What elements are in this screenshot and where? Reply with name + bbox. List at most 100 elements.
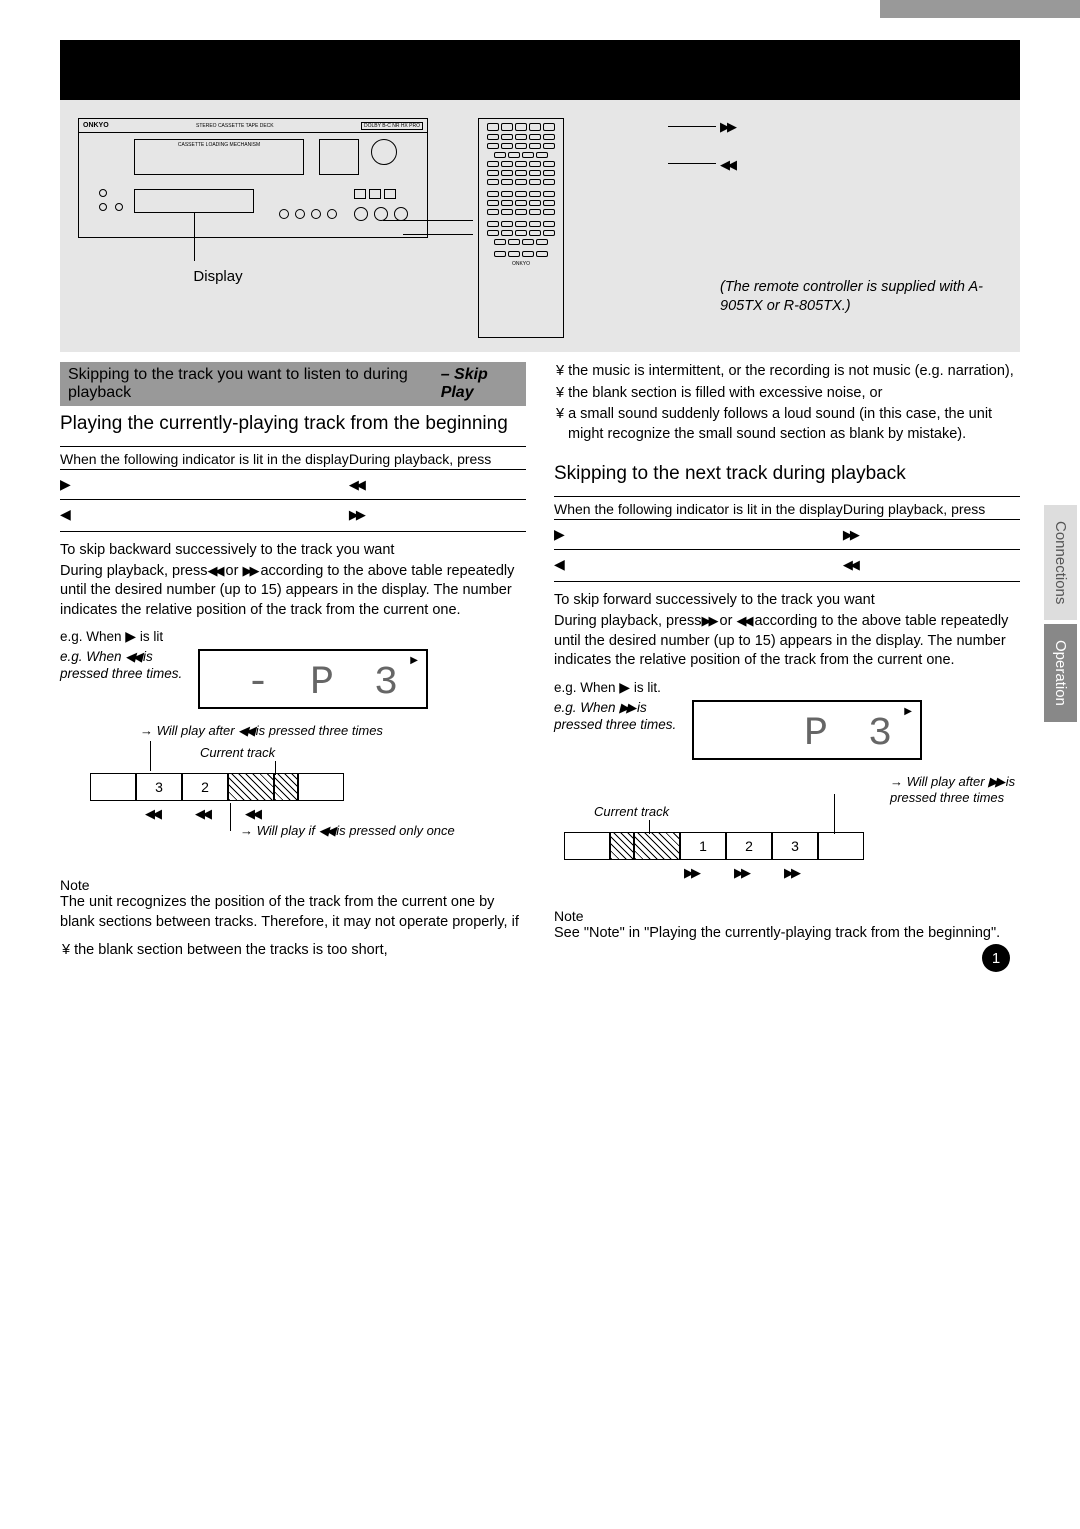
right-row1-press [843, 526, 857, 543]
deck-btn-4 [327, 209, 337, 219]
left-row2-press [349, 506, 363, 523]
right-table-h1: When the following indicator is lit in t… [554, 501, 843, 517]
left-table-h2: During playback, press [349, 451, 491, 467]
rew-arrow-3 [245, 805, 259, 822]
deck-dolby-badge: DOLBY B-C NR HX PRO [361, 122, 423, 130]
track-cell: 3 [136, 773, 182, 801]
right-lcd-text: P 3 [804, 712, 900, 757]
ff-arrow-2 [734, 864, 748, 881]
deck-knob-large [371, 139, 397, 165]
deck-small-btn-3 [384, 189, 396, 199]
right-table-h2: During playback, press [843, 501, 985, 517]
right-row2-indicator [554, 556, 843, 573]
left-eg1: e.g. When is lit [60, 628, 526, 645]
ff-arrow-1 [684, 864, 698, 881]
left-diag-once: → Will play if is pressed only once [240, 823, 455, 839]
left-heading: Playing the currently-playing track from… [60, 412, 526, 436]
tape-deck-illustration: ONKYO STEREO CASSETTE TAPE DECK DOLBY B-… [78, 118, 428, 238]
left-column: Skipping to the track you want to listen… [60, 362, 526, 962]
page-number: 1 [992, 950, 1000, 967]
track-cell: 2 [182, 773, 228, 801]
header-black-bar [60, 40, 1020, 100]
deck-ff-leader [383, 220, 473, 221]
section-bar-right: – Skip Play [441, 366, 518, 402]
right-heading: Skipping to the next track during playba… [554, 462, 1020, 486]
remote-supplied-note: (The remote controller is supplied with … [720, 278, 1002, 316]
track-cell [298, 773, 344, 801]
deck-window [319, 139, 359, 175]
lcd-play-indicator: ▶ [904, 706, 912, 717]
deck-btn-2 [295, 209, 305, 219]
right-lcd: ▶ P 3 [692, 700, 922, 760]
right-top-bullet-3: a small sound suddenly follows a loud so… [568, 405, 1020, 444]
deck-led-3 [115, 203, 123, 211]
remote-brand: ONKYO [483, 261, 559, 267]
display-label: Display [178, 268, 258, 285]
deck-knob-2 [374, 207, 388, 221]
right-top-bullets: the music is intermittent, or the record… [554, 362, 1020, 444]
left-table-h1: When the following indicator is lit in t… [60, 451, 349, 467]
right-note-heading: Note [554, 908, 1020, 924]
right-eg2: e.g. When is pressed three times. [554, 700, 684, 734]
remote-area-wrap: ONKYO (The remote controller is supplied… [478, 118, 1002, 338]
left-row1-indicator [60, 476, 349, 493]
deck-model-text: STEREO CASSETTE TAPE DECK [196, 123, 274, 129]
left-diag-current: Current track [200, 745, 275, 760]
left-skipback-heading: To skip backward successively to the tra… [60, 542, 526, 558]
lcd-play-indicator: ▶ [410, 655, 418, 666]
remote-ff-icon [720, 118, 734, 135]
tab-operation: Operation [1044, 624, 1077, 722]
deck-knob-3 [394, 207, 408, 221]
left-bullet-1: the blank section between the tracks is … [74, 941, 526, 961]
right-diag-willplay: → Will play after is pressed three times [890, 774, 1020, 805]
page: ONKYO STEREO CASSETTE TAPE DECK DOLBY B-… [0, 0, 1080, 1002]
device-diagram-box: ONKYO STEREO CASSETTE TAPE DECK DOLBY B-… [60, 100, 1020, 352]
side-tabs: Connections Operation [1044, 505, 1080, 726]
left-row2-indicator [60, 506, 349, 523]
left-lcd: ▶ - P 3 [198, 649, 428, 709]
right-row1-indicator [554, 526, 843, 543]
left-diag-willplay: → Will play after is pressed three times [140, 723, 383, 739]
left-note-body: The unit recognizes the position of the … [60, 893, 526, 932]
section-bar-left: Skipping to the track you want to listen… [68, 366, 441, 402]
deck-rew-leader [403, 234, 473, 235]
right-eg1: e.g. When is lit. [554, 679, 1020, 696]
tab-connections: Connections [1044, 505, 1077, 620]
remote-rew-leader [668, 163, 716, 164]
right-diag-current: Current track [594, 804, 669, 819]
track-cell-hatch [274, 773, 298, 801]
tape-deck-area: ONKYO STEREO CASSETTE TAPE DECK DOLBY B-… [78, 118, 438, 338]
deck-display-window [134, 189, 254, 213]
cassette-slot: CASSETTE LOADING MECHANISM [134, 139, 304, 175]
section-bar: Skipping to the track you want to listen… [60, 362, 526, 406]
left-lcd-text: - P 3 [246, 661, 406, 706]
left-note-heading: Note [60, 877, 526, 893]
right-top-bullet-1: the music is intermittent, or the record… [568, 362, 1020, 382]
track-cell-hatch [610, 832, 634, 860]
display-pointer [194, 213, 195, 261]
deck-knob-1 [354, 207, 368, 221]
left-eg2: e.g. When is pressed three times. [60, 649, 190, 683]
right-skipfwd-heading: To skip forward successively to the trac… [554, 592, 1020, 608]
track-cell-hatch [228, 773, 274, 801]
left-track-diagram: → Will play after is pressed three times… [60, 723, 526, 863]
right-skipfwd-body: During playback, press or according to t… [554, 612, 1020, 671]
track-cell: 1 [680, 832, 726, 860]
track-cell [564, 832, 610, 860]
deck-led-1 [99, 189, 107, 197]
left-indicator-table: When the following indicator is lit in t… [60, 451, 526, 527]
track-cell: 2 [726, 832, 772, 860]
track-cell [818, 832, 864, 860]
left-row1-press [349, 476, 363, 493]
remote-illustration: ONKYO [478, 118, 564, 338]
page-number-badge: 1 [982, 944, 1010, 972]
right-note-body: See "Note" in "Playing the currently-pla… [554, 924, 1020, 944]
right-row2-press [843, 556, 857, 573]
deck-brand: ONKYO [83, 122, 109, 129]
rew-arrow-2 [195, 805, 209, 822]
right-top-bullet-2: the blank section is filled with excessi… [568, 384, 1020, 404]
deck-led-2 [99, 203, 107, 211]
track-cell: 3 [772, 832, 818, 860]
deck-small-btn-1 [354, 189, 366, 199]
deck-btn-3 [311, 209, 321, 219]
